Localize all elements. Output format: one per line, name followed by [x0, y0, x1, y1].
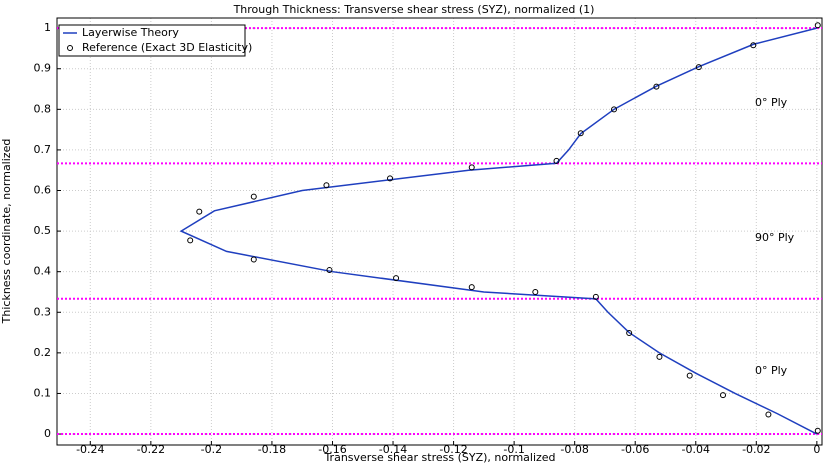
ply-label: 90° Ply — [755, 231, 795, 244]
y-tick-label: 1 — [44, 21, 51, 34]
x-axis-label: Transverse shear stress (SYZ), normalize… — [323, 451, 555, 464]
data-point — [468, 164, 475, 171]
x-tick-label: -0.2 — [201, 443, 222, 456]
x-tick-label: -0.02 — [742, 443, 770, 456]
data-point — [187, 237, 194, 244]
y-tick-label: 0.7 — [34, 143, 52, 156]
data-point — [250, 256, 257, 263]
data-point — [814, 22, 821, 29]
y-tick-label: 0.5 — [34, 224, 52, 237]
x-tick-label: -0.06 — [621, 443, 649, 456]
y-tick-label: 0.4 — [34, 265, 52, 278]
data-point — [196, 208, 203, 215]
data-point — [577, 130, 584, 137]
data-point — [250, 193, 257, 200]
data-point — [553, 157, 560, 164]
x-tick-label: -0.16 — [318, 443, 346, 456]
legend-label: Reference (Exact 3D Elasticity) — [82, 41, 252, 54]
x-tick-label: -0.22 — [137, 443, 165, 456]
legend: Layerwise Theory Reference (Exact 3D Elas… — [58, 24, 252, 57]
ply-label: 0° Ply — [755, 364, 788, 377]
data-point — [695, 64, 702, 71]
data-point — [814, 427, 821, 434]
x-tick-label: -0.1 — [503, 443, 524, 456]
data-point — [387, 175, 394, 182]
legend-box — [58, 24, 246, 57]
x-tick-label: -0.08 — [560, 443, 588, 456]
legend-swatch — [67, 45, 73, 51]
data-point — [765, 411, 772, 418]
x-tick-label: -0.12 — [439, 443, 467, 456]
x-tick-label: -0.14 — [379, 443, 407, 456]
y-tick-label: 0 — [44, 427, 51, 440]
data-point — [686, 372, 693, 379]
data-point — [393, 275, 400, 282]
ply-label: 0° Ply — [755, 96, 788, 109]
data-point — [611, 106, 618, 113]
y-axis-label: Thickness coordinate, normalized — [0, 139, 13, 325]
chart-title: Through Thickness: Transverse shear stre… — [233, 3, 595, 16]
data-point — [326, 267, 333, 274]
y-tick-label: 0.6 — [34, 184, 52, 197]
y-tick-label: 0.9 — [34, 62, 52, 75]
y-tick-label: 0.3 — [34, 305, 52, 318]
data-point — [592, 293, 599, 300]
plot-frame — [56, 17, 823, 446]
data-point — [532, 288, 539, 295]
data-point — [626, 329, 633, 336]
data-point — [750, 42, 757, 49]
y-tick-label: 0.1 — [34, 386, 52, 399]
y-tick-label: 0.2 — [34, 346, 52, 359]
series-line — [179, 27, 818, 435]
x-tick-label: -0.18 — [258, 443, 286, 456]
x-tick-label: -0.24 — [76, 443, 104, 456]
x-tick-label: -0.04 — [682, 443, 710, 456]
data-point — [656, 353, 663, 360]
legend-label: Layerwise Theory — [82, 26, 179, 39]
x-tick-label: 0 — [813, 443, 820, 456]
data-point — [468, 284, 475, 291]
data-point — [653, 83, 660, 90]
data-point — [720, 392, 727, 399]
y-tick-label: 0.8 — [34, 102, 52, 115]
data-point — [323, 182, 330, 189]
